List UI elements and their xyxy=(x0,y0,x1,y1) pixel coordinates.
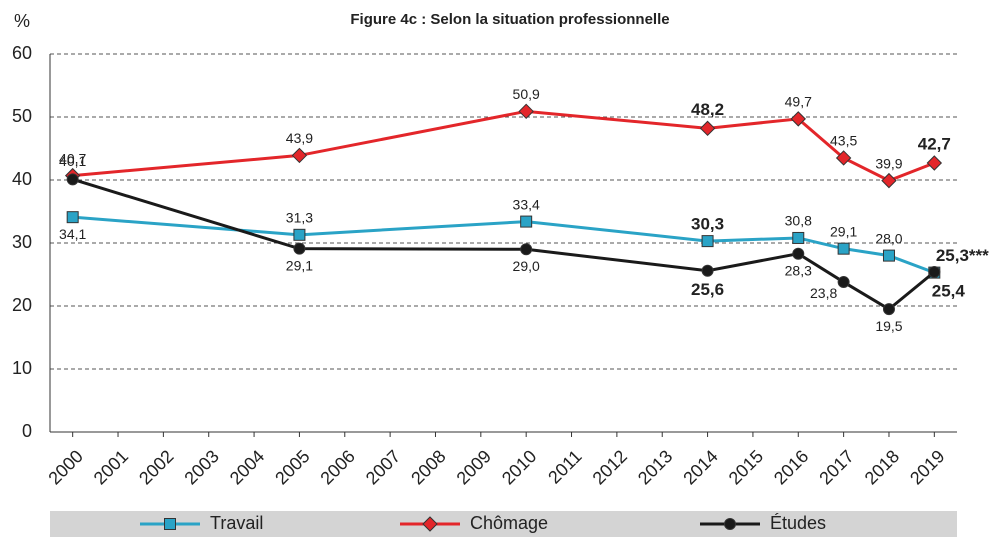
series: 40,7 43,9 50,9 48,2 49,7 43,5 39,9 42,7 xyxy=(59,86,951,189)
data-label: 23,8 xyxy=(810,285,837,301)
x-tick-label: 2017 xyxy=(815,446,857,488)
x-tick-label: 2013 xyxy=(634,446,676,488)
data-label: 34,1 xyxy=(59,226,86,242)
data-label: 30,3 xyxy=(691,215,724,234)
y-tick-label: 60 xyxy=(12,43,32,63)
x-tick-label: 2019 xyxy=(906,446,948,488)
marker xyxy=(792,247,805,260)
x-tick-label: 2009 xyxy=(453,446,495,488)
legend-marker xyxy=(164,518,176,530)
x-tick-label: 2001 xyxy=(90,446,132,488)
data-label: 25,4 xyxy=(932,281,966,300)
legend-label: Travail xyxy=(210,513,263,533)
y-tick-label: 20 xyxy=(12,295,32,315)
data-label: 31,3 xyxy=(286,210,313,226)
marker xyxy=(520,215,533,228)
legend-label: Études xyxy=(770,513,826,533)
y-tick-label: 0 xyxy=(22,421,32,441)
marker xyxy=(293,242,306,255)
x-tick-label: 2012 xyxy=(589,446,631,488)
legend-marker xyxy=(724,518,736,530)
marker xyxy=(837,242,850,255)
data-label: 50,9 xyxy=(513,86,540,102)
series: 40,1 29,1 29,0 25,6 28,3 23,8 19,5 25,4 xyxy=(59,153,965,334)
marker xyxy=(293,228,306,241)
legend-label: Chômage xyxy=(470,513,548,533)
data-label: 49,7 xyxy=(785,94,812,110)
y-axis-label: % xyxy=(14,11,30,31)
legend-background xyxy=(50,511,957,537)
data-label: 19,5 xyxy=(875,318,902,334)
data-label: 33,4 xyxy=(513,196,540,212)
x-tick-label: 2018 xyxy=(861,446,903,488)
data-label: 28,0 xyxy=(875,230,902,246)
x-tick-label: 2015 xyxy=(725,446,767,488)
marker xyxy=(792,231,805,244)
marker xyxy=(926,155,943,171)
marker xyxy=(518,103,534,120)
data-label: 29,1 xyxy=(286,257,313,273)
data-label: 43,9 xyxy=(286,130,313,146)
data-label: 29,0 xyxy=(513,258,540,274)
marker xyxy=(790,111,806,127)
data-label: 39,9 xyxy=(875,155,902,171)
y-tick-label: 50 xyxy=(12,106,32,126)
marker xyxy=(882,249,895,262)
x-tick-label: 2011 xyxy=(544,446,586,488)
marker xyxy=(882,303,895,316)
marker xyxy=(699,120,716,137)
x-tick-label: 2007 xyxy=(362,446,404,488)
marker xyxy=(291,147,308,164)
x-tick-label: 2008 xyxy=(407,446,449,488)
line xyxy=(72,215,935,275)
data-label: 48,2 xyxy=(691,100,724,119)
marker xyxy=(66,173,79,186)
marker xyxy=(881,172,897,189)
x-tick-label: 2000 xyxy=(44,446,86,488)
data-label: 25,6 xyxy=(691,280,724,299)
x-tick-label: 2016 xyxy=(770,446,812,488)
marker xyxy=(66,211,79,224)
data-label: 30,8 xyxy=(785,213,812,229)
x-tick-label: 2003 xyxy=(180,446,222,488)
x-tick-label: 2014 xyxy=(679,446,721,488)
marker xyxy=(835,150,852,166)
y-tick-label: 30 xyxy=(12,232,32,252)
line xyxy=(72,109,935,183)
x-tick-label: 2006 xyxy=(317,446,359,488)
marker xyxy=(701,264,714,277)
data-label: 25,3*** xyxy=(936,246,989,265)
line xyxy=(72,177,936,311)
data-label: 43,5 xyxy=(830,133,857,149)
x-tick-label: 2002 xyxy=(135,446,177,488)
legend-marker xyxy=(422,516,438,532)
marker xyxy=(520,243,533,256)
y-tick-label: 10 xyxy=(12,358,32,378)
x-tick-label: 2010 xyxy=(498,446,540,488)
x-tick-label: 2005 xyxy=(271,446,313,488)
data-label: 29,1 xyxy=(830,223,857,239)
marker xyxy=(701,235,714,248)
y-tick-label: 40 xyxy=(12,169,32,189)
x-tick-label: 2004 xyxy=(226,446,268,488)
data-label: 28,3 xyxy=(785,262,812,278)
data-label: 40,1 xyxy=(59,153,86,169)
data-label: 40,7 xyxy=(59,150,86,166)
chart-title: Figure 4c : Selon la situation professio… xyxy=(350,11,669,28)
marker xyxy=(837,276,850,289)
marker xyxy=(928,265,941,278)
data-label: 42,7 xyxy=(918,134,951,153)
